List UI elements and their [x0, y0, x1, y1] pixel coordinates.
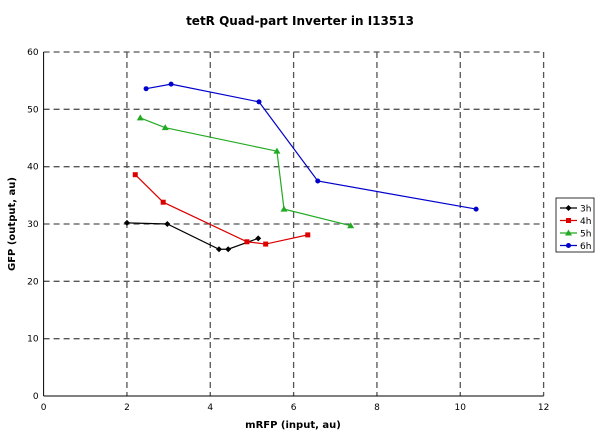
x-tick-label: 4 [207, 403, 213, 413]
x-tick-label: 12 [538, 403, 549, 413]
data-point [347, 222, 355, 229]
data-point [164, 221, 171, 227]
data-point [160, 199, 166, 205]
series-line-5h [140, 117, 351, 227]
data-point [136, 114, 144, 121]
data-point [565, 229, 572, 236]
chart-title: tetR Quad-part Inverter in I13513 [186, 14, 414, 28]
data-point [280, 205, 288, 212]
legend-label: 6h [580, 242, 591, 252]
legend-label: 4h [580, 217, 591, 227]
y-tick-label: 20 [27, 277, 39, 287]
data-point [305, 232, 311, 238]
series-line-6h [145, 83, 477, 210]
data-point [566, 218, 571, 223]
x-tick-label: 10 [455, 403, 467, 413]
data-point [273, 147, 281, 154]
legend: 3h 4h 5h 6h [555, 197, 595, 253]
legend-box [555, 197, 595, 253]
x-axis-label: mRFP (input, au) [245, 420, 341, 431]
data-point [566, 243, 571, 248]
data-point [225, 246, 232, 253]
data-point [123, 219, 130, 226]
data-point [143, 86, 149, 92]
y-axis-label: GFP (output, au) [7, 177, 18, 271]
y-tick-label: 10 [27, 335, 39, 345]
data-point [244, 239, 250, 245]
data-point [315, 178, 321, 184]
data-point [255, 235, 262, 242]
data-point [473, 206, 479, 212]
y-tick-label: 40 [27, 163, 39, 173]
data-point [256, 99, 262, 105]
data-point [216, 246, 223, 253]
x-tick-label: 2 [124, 403, 130, 413]
data-point [161, 124, 169, 131]
y-tick-label: 0 [33, 392, 39, 402]
y-tick-label: 30 [27, 220, 39, 230]
data-point [565, 205, 572, 211]
data-point [263, 241, 269, 247]
data-point [168, 81, 174, 87]
series-line-3h [126, 222, 259, 250]
y-tick-label: 50 [27, 105, 39, 115]
data-point [132, 172, 138, 178]
x-tick-label: 0 [41, 403, 47, 413]
y-tick-label: 60 [27, 48, 39, 58]
legend-label: 3h [580, 205, 591, 215]
legend-label: 5h [580, 230, 591, 240]
x-tick-label: 8 [374, 403, 380, 413]
x-tick-label: 6 [291, 403, 297, 413]
